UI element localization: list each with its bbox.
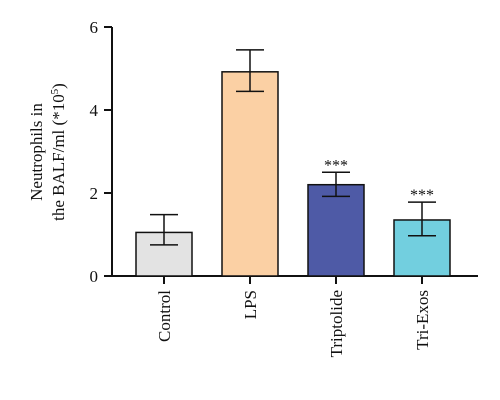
y-axis-title-prefix: the BALF/ml (*10 <box>49 94 68 221</box>
x-category-label: Triptolide <box>327 290 346 357</box>
y-tick-label: 4 <box>90 101 99 120</box>
y-axis-title-line2: the BALF/ml (*105) <box>49 83 68 221</box>
x-category-label: Control <box>155 290 174 342</box>
bar-triptolide <box>307 183 365 277</box>
y-tick-label: 0 <box>90 267 99 286</box>
y-tick-label: 2 <box>90 184 99 203</box>
y-axis-title: Neutrophils in the BALF/ml (*105) <box>27 83 68 221</box>
y-axis-title-line1: Neutrophils in <box>27 103 46 201</box>
y-axis-title-superscript: 5 <box>49 88 61 94</box>
x-category-label: Tri-Exos <box>413 290 432 350</box>
significance-marker: *** <box>410 187 434 204</box>
y-tick-label: 6 <box>90 18 99 37</box>
y-axis-title-suffix: ) <box>49 83 68 89</box>
x-category-label: LPS <box>241 290 260 319</box>
bar-lps <box>221 71 279 277</box>
bar-tri-exos <box>393 219 451 277</box>
plot-area: 0 2 4 6 Control LPS Triptolide *** Tri-Exos *** <box>90 18 478 357</box>
significance-marker: *** <box>324 157 348 174</box>
